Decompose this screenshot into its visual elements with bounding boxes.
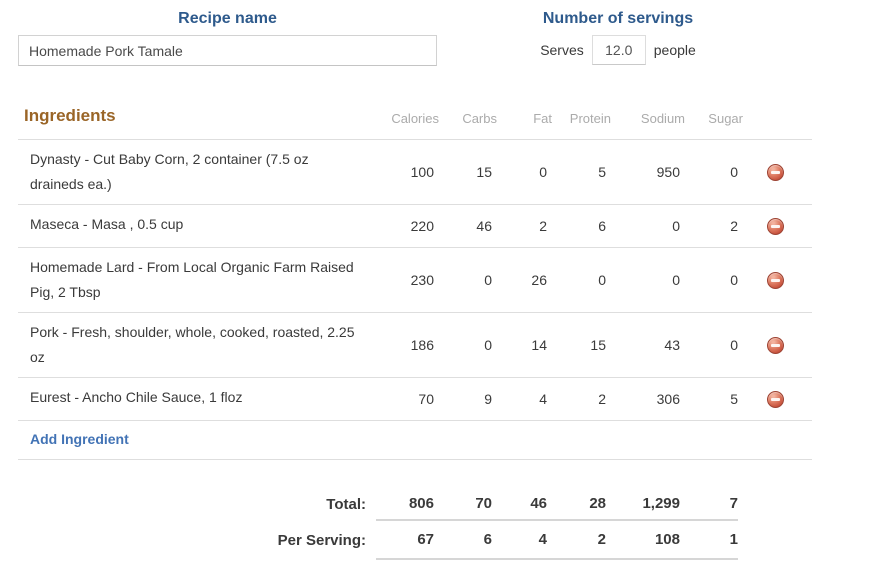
total-protein: 28 [547,487,606,521]
cell-calories: 230 [410,272,434,288]
cell-protein: 5 [598,164,606,180]
total-carbs: 70 [434,487,492,521]
cell-sodium: 0 [672,218,680,234]
cell-calories: 70 [418,391,434,407]
serves-text: Serves [540,42,584,58]
minus-bar [770,278,780,282]
serves-row: Serves people [523,35,713,65]
ingredient-name: Pork - Fresh, shoulder, whole, cooked, r… [30,324,355,365]
ingredient-name: Eurest - Ancho Chile Sauce, 1 floz [30,389,243,405]
column-header-carbs: Carbs [462,111,497,126]
column-header-calories: Calories [391,111,439,126]
remove-ingredient-icon[interactable] [766,163,784,181]
recipe-name-label: Recipe name [178,10,277,27]
cell-calories: 100 [410,164,434,180]
recipe-name-block: Recipe name [18,10,437,66]
per-serving-sodium: 108 [606,521,680,560]
remove-ingredient-icon[interactable] [766,271,784,289]
cell-sugar: 2 [730,218,738,234]
total-fat: 46 [492,487,547,521]
servings-block: Number of servings Serves people [523,10,713,66]
remove-ingredient-icon[interactable] [766,217,784,235]
cell-sodium: 0 [672,272,680,288]
per-serving-fat: 4 [492,521,547,560]
cell-fat: 26 [531,272,547,288]
servings-input[interactable] [591,35,646,65]
remove-ingredient-icon[interactable] [766,336,784,354]
cell-sugar: 0 [730,272,738,288]
per-serving-row: Per Serving: 67 6 4 2 108 1 [18,521,812,560]
ingredients-heading: Ingredients [24,106,116,125]
cell-sugar: 5 [730,391,738,407]
per-serving-label: Per Serving: [277,532,366,549]
servings-label: Number of servings [542,10,694,27]
cell-protein: 0 [598,272,606,288]
column-header-sodium: Sodium [640,111,685,126]
ingredient-row: Maseca - Masa , 0.5 cup 220 46 2 6 0 2 [18,205,812,248]
recipe-name-input[interactable] [18,35,437,66]
ingredient-row: Homemade Lard - From Local Organic Farm … [18,248,812,313]
totals-section: Total: 806 70 46 28 1,299 7 Per Serving:… [18,487,812,560]
total-sugar: 7 [680,487,738,521]
per-serving-sugar: 1 [680,521,738,560]
cell-fat: 0 [539,164,547,180]
cell-calories: 186 [410,337,434,353]
ingredient-row: Eurest - Ancho Chile Sauce, 1 floz 70 9 … [18,378,812,421]
cell-sugar: 0 [730,164,738,180]
cell-sodium: 306 [656,391,680,407]
ingredient-name: Maseca - Masa , 0.5 cup [30,216,184,232]
ingredient-name: Homemade Lard - From Local Organic Farm … [30,259,354,300]
total-row: Total: 806 70 46 28 1,299 7 [18,487,812,521]
minus-bar [770,224,780,228]
minus-bar [770,397,780,401]
top-section: Recipe name Number of servings Serves pe… [0,0,876,66]
minus-bar [770,343,780,347]
cell-sodium: 43 [664,337,680,353]
cell-protein: 15 [590,337,606,353]
remove-ingredient-icon[interactable] [766,390,784,408]
cell-calories: 220 [410,218,434,234]
add-ingredient-row: Add Ingredient [18,421,812,460]
cell-carbs: 0 [484,272,492,288]
cell-protein: 2 [598,391,606,407]
ingredient-row: Dynasty - Cut Baby Corn, 2 container (7.… [18,139,812,205]
total-sodium: 1,299 [606,487,680,521]
ingredient-row: Pork - Fresh, shoulder, whole, cooked, r… [18,313,812,378]
total-label: Total: [326,495,366,513]
ingredients-table: Ingredients Calories Carbs Fat Protein S… [18,106,812,460]
per-serving-protein: 2 [547,521,606,560]
cell-fat: 14 [531,337,547,353]
people-text: people [653,42,696,58]
cell-carbs: 15 [476,164,492,180]
ingredient-name: Dynasty - Cut Baby Corn, 2 container (7.… [30,151,309,192]
cell-protein: 6 [598,218,606,234]
add-ingredient-link[interactable]: Add Ingredient [30,431,129,447]
column-header-fat: Fat [533,111,552,126]
total-calories: 806 [376,487,434,521]
ingredients-header-row: Ingredients Calories Carbs Fat Protein S… [18,106,812,139]
cell-carbs: 0 [484,337,492,353]
cell-carbs: 9 [484,391,492,407]
cell-sugar: 0 [730,337,738,353]
column-header-sugar: Sugar [708,111,743,126]
column-header-protein: Protein [569,111,611,126]
cell-fat: 4 [539,391,547,407]
cell-carbs: 46 [476,218,492,234]
minus-bar [770,170,780,174]
per-serving-calories: 67 [376,521,434,560]
cell-fat: 2 [539,218,547,234]
per-serving-carbs: 6 [434,521,492,560]
cell-sodium: 950 [656,164,680,180]
